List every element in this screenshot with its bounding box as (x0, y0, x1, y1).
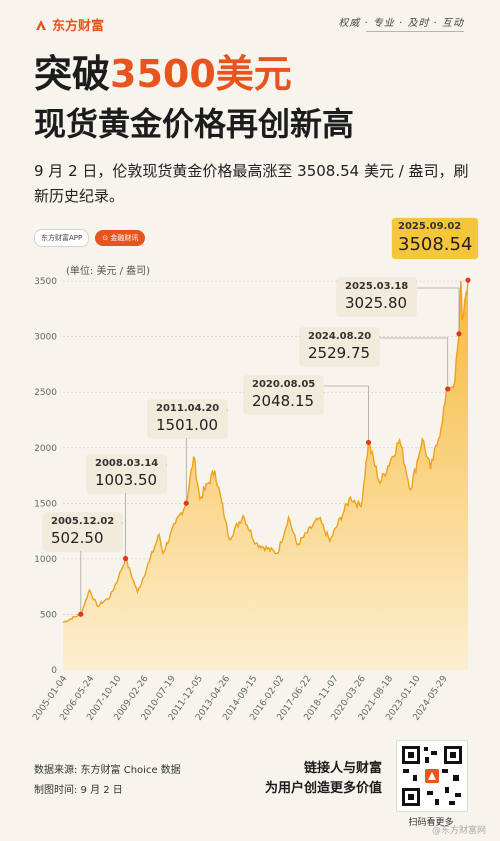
app-badge[interactable]: 东方财富APP (34, 229, 90, 247)
y-tick-label: 0 (51, 666, 57, 676)
y-tick-label: 500 (40, 610, 57, 620)
record-marker (456, 331, 462, 337)
source-badges: 东方财富APP ⊙ 金融财讯 (34, 229, 146, 247)
annotation-date: 2020.08.05 (252, 379, 316, 390)
annotation-date: 2011.04.20 (156, 403, 220, 414)
y-axis-ticks: 0 500 1000 1500 2000 2500 3000 3500 (34, 277, 57, 676)
footer-tagline: 链接人与财富 为用户创造更多价值 (265, 759, 382, 799)
annotation-value: 2048.15 (252, 392, 315, 410)
slogan-divider (366, 31, 464, 32)
headline: 突破3500美元 (34, 50, 292, 98)
record-annotation: 2011.04.20 1501.00 (148, 400, 228, 438)
flame-logo-icon (36, 19, 46, 30)
record-marker (365, 439, 372, 446)
brand-logo: 东方财富 (34, 15, 104, 34)
y-tick-label: 1500 (34, 499, 57, 509)
y-tick-label: 2500 (34, 388, 57, 398)
annotation-value: 1003.50 (95, 471, 158, 489)
top-bar: 东方财富 权威 · 专业 · 及时 · 互动 (0, 0, 500, 40)
annotation-date: 2025.03.18 (345, 281, 409, 292)
annotation-date: 2008.03.14 (95, 458, 159, 469)
annotation-leader (380, 337, 449, 389)
record-marker (122, 555, 129, 562)
x-axis-ticks: 2005-01-042006-05-242007-10-102009-02-26… (31, 674, 450, 723)
data-source: 数据来源: 东方财富 Choice 数据 (34, 765, 181, 776)
qr-code-icon[interactable] (396, 740, 468, 812)
record-annotation: 2025.09.02 3508.54 (392, 218, 479, 259)
annotation-value: 1501.00 (156, 416, 219, 434)
watermark: @东方财富网 (431, 826, 486, 836)
y-tick-label: 2000 (34, 444, 57, 454)
y-tick-label: 3500 (34, 277, 57, 287)
tagline-1: 链接人与财富 (303, 761, 382, 776)
brand-slogan: 权威 · 专业 · 及时 · 互动 (338, 18, 464, 29)
price-area (63, 280, 468, 670)
annotation-date: 2024.08.20 (308, 331, 372, 342)
record-marker (78, 611, 84, 617)
record-marker (183, 500, 189, 506)
annotation-date: 2005.12.02 (51, 516, 115, 527)
y-tick-label: 3000 (34, 333, 57, 343)
record-annotation: 2024.08.20 2529.75 (300, 328, 380, 366)
y-tick-label: 1000 (34, 555, 57, 565)
footer-info: 数据来源: 东方财富 Choice 数据 制图时间: 9 月 2 日 (34, 761, 181, 801)
record-marker (445, 386, 451, 392)
annotation-value: 502.50 (51, 529, 104, 547)
record-annotation: 2005.12.02 502.50 (43, 513, 123, 551)
record-annotation: 2025.03.18 3025.80 (337, 278, 417, 316)
made-date: 制图时间: 9 月 2 日 (34, 785, 123, 796)
qr-label: 扫码看更多 (408, 818, 454, 828)
open-badge[interactable]: ⊙ 金融财讯 (95, 230, 146, 246)
annotation-markers (78, 277, 471, 617)
subheadline: 现货黄金价格再创新高 (34, 105, 355, 143)
y-axis-unit: (单位: 美元 / 盎司) (66, 266, 151, 277)
annotation-leader (417, 287, 460, 334)
tagline-2: 为用户创造更多价值 (264, 781, 382, 796)
annotation-value: 3025.80 (345, 294, 408, 312)
annotation-leader (324, 385, 369, 443)
record-annotation: 2020.08.05 2048.15 (244, 376, 324, 414)
annotation-date: 2025.09.02 (398, 221, 462, 232)
price-line (62, 280, 469, 624)
brand-name: 东方财富 (52, 19, 105, 34)
record-annotation: 2008.03.14 1003.50 (87, 455, 167, 493)
record-marker (465, 277, 471, 283)
headline-highlight: 3500美元 (110, 52, 292, 96)
description: 9 月 2 日，伦敦现货黄金价格最高涨至 3508.54 美元 / 盎司，刷新历… (34, 162, 469, 205)
annotation-value: 2529.75 (308, 344, 371, 362)
headline-prefix: 突破 (34, 52, 111, 96)
annotation-value: 3508.54 (398, 234, 473, 255)
